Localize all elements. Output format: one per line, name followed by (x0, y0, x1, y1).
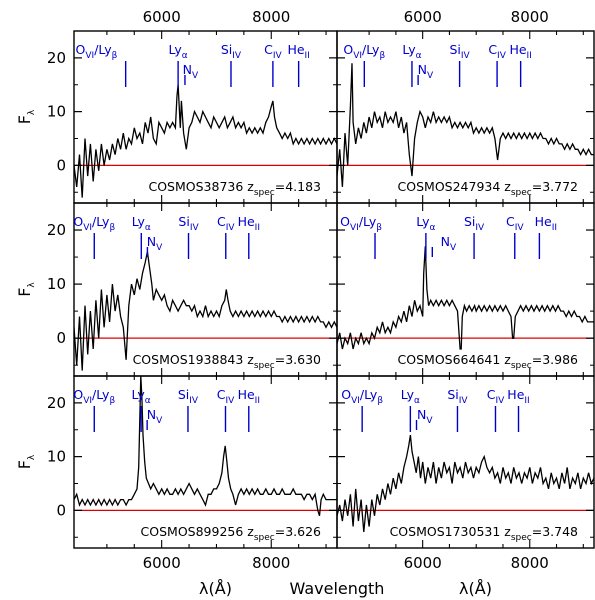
object-label: COSMOS899256 zspec=3.626 (141, 524, 322, 543)
x-tick-label-bottom: 8000 (511, 554, 549, 572)
marker-label-OVI: OVI/Lyβ (73, 387, 115, 406)
object-label: COSMOS247934 zspec=3.772 (398, 179, 578, 198)
marker-label-OVI: OVI/Lyβ (343, 42, 385, 61)
spectrum-line-COSMOS1938843 (74, 251, 337, 371)
spectrum-line-COSMOS664641 (337, 246, 594, 350)
y-tick-label: 10 (47, 275, 66, 293)
x-tick-label-top: 8000 (252, 8, 290, 26)
x-tick-label-top: 8000 (511, 8, 549, 26)
spectrum-line-COSMOS1730531 (337, 434, 594, 532)
marker-label-HeII: HeII (238, 387, 260, 406)
x-tick-label-bottom: 6000 (404, 554, 442, 572)
spectrum-line-COSMOS899256 (74, 376, 337, 516)
marker-label-SiIV: SiIV (178, 387, 199, 406)
marker-label-Lyα: Lyα (401, 387, 420, 406)
object-label: COSMOS1938843 zspec=3.630 (133, 352, 321, 371)
marker-label-HeII: HeII (535, 214, 557, 233)
marker-label-NV: NV (147, 407, 163, 426)
panel-frame (336, 375, 595, 549)
marker-label-SiIV: SiIV (449, 42, 470, 61)
object-label: COSMOS1730531 zspec=3.748 (390, 524, 578, 543)
x-tick-label-bottom: 8000 (252, 554, 290, 572)
marker-label-NV: NV (147, 234, 163, 253)
marker-label-CIV: CIV (217, 387, 235, 406)
object-label: COSMOS664641 zspec=3.986 (398, 352, 579, 371)
marker-label-CIV: CIV (488, 42, 506, 61)
y-tick-label: 0 (56, 329, 66, 347)
x-tick-label-top: 6000 (404, 8, 442, 26)
marker-label-SiIV: SiIV (178, 214, 199, 233)
y-tick-label: 20 (47, 394, 66, 412)
marker-label-SiIV: SiIV (464, 214, 485, 233)
y-axis-label: Fλ (15, 109, 37, 124)
marker-label-NV: NV (183, 62, 199, 81)
marker-label-OVI: OVI/Lyβ (341, 387, 383, 406)
marker-label-Lyα: Lyα (132, 387, 151, 406)
spectrum-line-COSMOS247934 (337, 63, 594, 187)
marker-label-OVI: OVI/Lyβ (340, 214, 382, 233)
marker-label-HeII: HeII (509, 42, 531, 61)
panel-p6 (336, 375, 595, 549)
marker-label-CIV: CIV (506, 214, 524, 233)
marker-label-Lyα: Lyα (132, 214, 151, 233)
marker-label-CIV: CIV (487, 387, 505, 406)
marker-label-NV: NV (418, 62, 434, 81)
marker-label-OVI: OVI/Lyβ (73, 214, 115, 233)
x-axis-center-label: Wavelength (290, 579, 385, 598)
y-axis-label: Fλ (15, 454, 37, 469)
marker-label-SiIV: SiIV (447, 387, 468, 406)
marker-label-CIV: CIV (264, 42, 282, 61)
marker-label-HeII: HeII (287, 42, 309, 61)
marker-label-HeII: HeII (507, 387, 529, 406)
marker-label-Lyα: Lyα (169, 42, 188, 61)
y-tick-label: 10 (47, 448, 66, 466)
y-tick-label: 20 (47, 221, 66, 239)
marker-label-NV: NV (417, 407, 433, 426)
x-tick-label-top: 6000 (143, 8, 181, 26)
x-axis-label: λ(Å) (199, 579, 232, 598)
marker-label-OVI: OVI/Lyβ (76, 42, 118, 61)
marker-label-CIV: CIV (217, 214, 235, 233)
y-tick-label: 10 (47, 103, 66, 121)
x-tick-label-bottom: 6000 (143, 554, 181, 572)
y-tick-label: 0 (56, 501, 66, 519)
y-tick-label: 20 (47, 49, 66, 67)
marker-label-Lyα: Lyα (402, 42, 421, 61)
spectrum-line-COSMOS38736 (74, 84, 337, 198)
object-label: COSMOS38736 zspec=4.183 (148, 179, 321, 198)
marker-label-SiIV: SiIV (221, 42, 242, 61)
x-axis-label: λ(Å) (459, 579, 492, 598)
y-tick-label: 0 (56, 156, 66, 174)
marker-label-HeII: HeII (238, 214, 260, 233)
marker-label-Lyα: Lyα (416, 214, 435, 233)
y-axis-label: Fλ (15, 282, 37, 297)
marker-label-NV: NV (441, 234, 457, 253)
